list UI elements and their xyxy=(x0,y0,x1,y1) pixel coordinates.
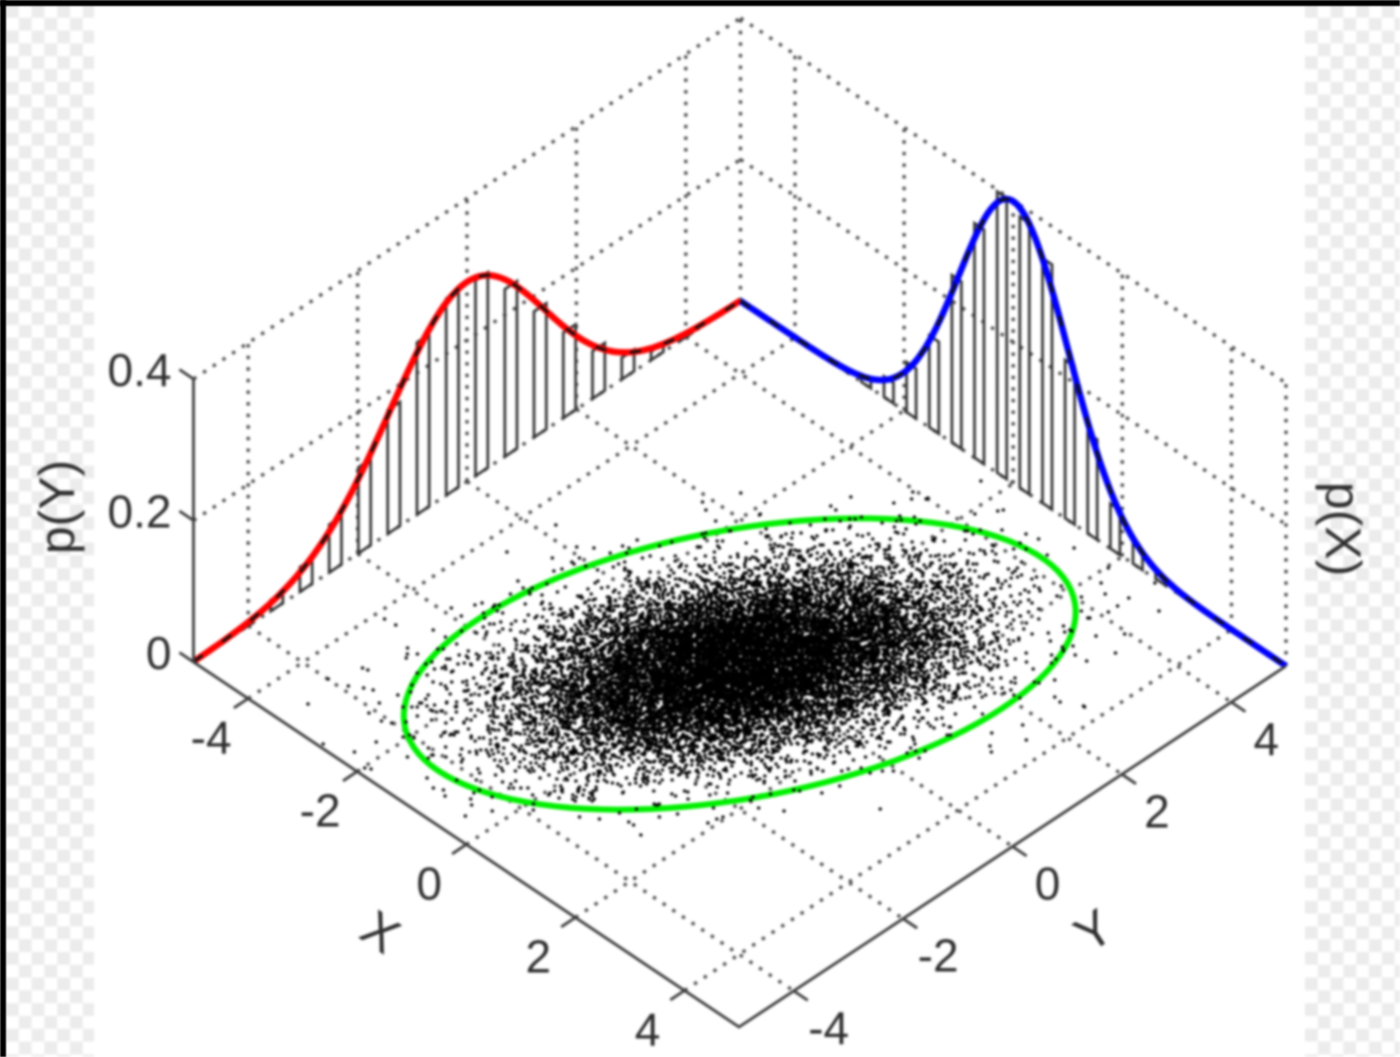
svg-text:4: 4 xyxy=(1254,713,1280,765)
svg-text:0: 0 xyxy=(416,858,442,910)
svg-text:X: X xyxy=(351,899,410,964)
svg-text:Y: Y xyxy=(1064,898,1123,963)
svg-text:-2: -2 xyxy=(300,785,341,837)
svg-text:p(X): p(X) xyxy=(1315,482,1371,576)
svg-text:2: 2 xyxy=(526,931,552,983)
svg-text:0: 0 xyxy=(146,627,172,679)
svg-text:p(Y): p(Y) xyxy=(29,460,85,554)
svg-text:-2: -2 xyxy=(918,930,959,982)
svg-text:0.4: 0.4 xyxy=(108,344,172,396)
svg-text:-4: -4 xyxy=(808,1002,849,1054)
svg-text:0.2: 0.2 xyxy=(108,486,172,538)
svg-text:-4: -4 xyxy=(191,712,232,764)
svg-text:2: 2 xyxy=(1144,785,1170,837)
svg-text:0: 0 xyxy=(1035,858,1061,910)
svg-text:4: 4 xyxy=(635,1004,661,1056)
